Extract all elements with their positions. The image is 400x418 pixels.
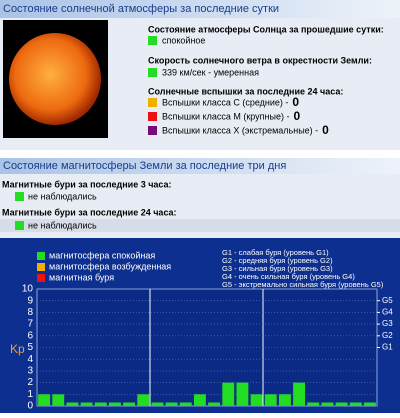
bar	[165, 402, 178, 406]
bar	[208, 402, 221, 406]
note: G4 - очень сильная буря (уровень G4)	[222, 272, 355, 281]
status-icon	[15, 221, 24, 230]
flare-count: 0	[292, 95, 299, 109]
flare-label: Вспышки класса X (экстремальные) -	[162, 125, 318, 135]
y-tick-label: 4	[27, 354, 33, 365]
y2-tick-label: G2	[382, 331, 393, 340]
bar	[335, 402, 348, 406]
flare-icon	[148, 98, 157, 107]
bar	[222, 382, 235, 406]
y2-tick-label: G4	[382, 308, 393, 317]
bar	[236, 382, 249, 406]
status-icon	[15, 192, 24, 201]
y-tick-label: 6	[27, 330, 33, 341]
flare-icon	[148, 126, 157, 135]
bar	[94, 402, 107, 406]
bar	[137, 394, 150, 406]
bar	[108, 402, 121, 406]
bar	[321, 402, 334, 406]
heading: Магнитные бури за последние 3 часа:	[2, 179, 172, 189]
bar	[307, 402, 320, 406]
y-tick-label: 10	[22, 284, 34, 295]
flare-label: Вспышки класса M (крупные) -	[162, 111, 289, 121]
gap	[0, 150, 400, 158]
legend-label: магнитосфера спокойная	[49, 250, 155, 260]
flare-label: Вспышки класса C (средние) -	[162, 97, 288, 107]
flare-icon	[148, 112, 157, 121]
y2-tick-label: G5	[382, 296, 393, 305]
bar	[123, 402, 136, 406]
y-tick-label: 3	[27, 366, 33, 377]
bar	[193, 394, 206, 406]
y-tick-label: 2	[27, 377, 33, 388]
y-tick-label: 7	[27, 319, 33, 330]
bar	[278, 394, 291, 406]
status: не наблюдались	[28, 191, 97, 201]
row-band	[0, 219, 400, 232]
legend-swatch	[37, 263, 45, 271]
y-axis-label: Kp	[10, 342, 25, 356]
status-icon	[148, 68, 157, 77]
note: G1 - слабая буря (уровень G1)	[222, 248, 329, 257]
note: G3 - сильная буря (уровень G3)	[222, 264, 333, 273]
y2-tick-label: G3	[382, 319, 393, 328]
header-band	[0, 0, 400, 18]
legend-swatch	[37, 274, 45, 282]
plot-area	[36, 288, 378, 407]
legend-swatch	[37, 252, 45, 260]
y-tick-label: 5	[27, 342, 33, 353]
sun	[9, 33, 101, 125]
heading: Скорость солнечного ветра в окрестности …	[148, 55, 372, 65]
status: спокойное	[162, 35, 205, 45]
y-tick-label: 9	[27, 295, 33, 306]
bar	[52, 394, 65, 406]
section-title: Состояние солнечной атмосферы за последн…	[3, 3, 279, 15]
status-icon	[148, 36, 157, 45]
bar	[151, 402, 164, 406]
section-title: Состояние магнитосферы Земли за последни…	[3, 160, 286, 172]
header-band	[0, 158, 400, 174]
heading: Состояние атмосферы Солнца за прошедшие …	[148, 24, 384, 34]
status: не наблюдались	[28, 220, 97, 230]
legend-label: магнитная буря	[49, 272, 114, 282]
bar	[363, 402, 376, 406]
bar	[293, 382, 306, 406]
flare-count: 0	[293, 109, 300, 123]
bar	[80, 402, 93, 406]
status: 339 км/сек - умеренная	[162, 67, 259, 77]
heading: Солнечные вспышки за последние 24 часа:	[148, 86, 343, 96]
bar	[250, 394, 263, 406]
note: G2 - средняя буря (уровень G2)	[222, 256, 333, 265]
legend-label: магнитосфера возбужденная	[49, 261, 171, 271]
bar	[66, 402, 79, 406]
bar	[179, 402, 192, 406]
heading: Магнитные бури за последние 24 часа:	[2, 207, 177, 217]
flare-count: 0	[322, 123, 329, 137]
bar	[38, 394, 51, 406]
y-tick-label: 0	[27, 401, 33, 412]
y2-tick-label: G1	[382, 343, 393, 352]
bar	[349, 402, 362, 406]
note: G5 - экстремально сильная буря (уровень …	[222, 280, 384, 289]
y-tick-label: 1	[27, 389, 33, 400]
y-tick-label: 8	[27, 307, 33, 318]
bar	[264, 394, 277, 406]
